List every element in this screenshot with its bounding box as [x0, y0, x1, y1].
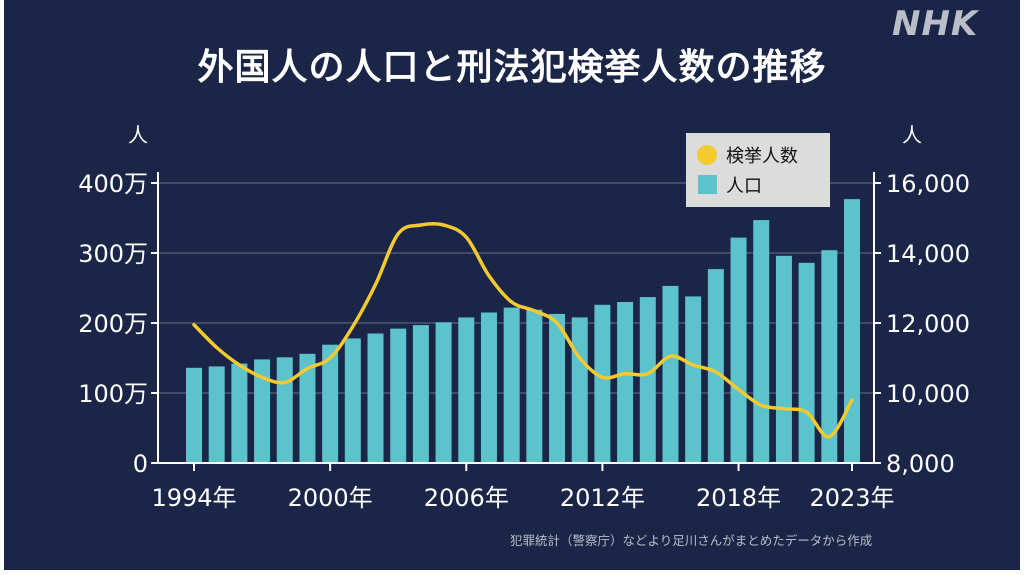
y-left-tick-label: 100万	[78, 380, 148, 408]
y-right-unit: 人	[902, 123, 922, 147]
legend-line-swatch	[697, 145, 717, 165]
bar	[435, 322, 452, 463]
combo-chart: 0 100万 200万 300万 400万 人 8,000 10,000 12,000 14,00…	[78, 123, 970, 512]
bar	[322, 344, 339, 463]
line-series-arrests	[192, 221, 854, 439]
legend-bar-swatch	[698, 175, 717, 194]
bar	[798, 262, 815, 463]
bar	[299, 353, 316, 463]
bar	[276, 357, 293, 463]
bar	[753, 220, 770, 463]
bar	[571, 317, 588, 463]
legend: 検挙人数 人口	[686, 133, 830, 207]
bar	[707, 269, 724, 463]
bar	[821, 250, 838, 463]
x-tick-label: 2000年	[288, 484, 373, 512]
bar-series-population	[186, 199, 860, 463]
bar	[594, 304, 611, 463]
legend-box	[686, 133, 830, 207]
bar	[685, 296, 702, 463]
bar	[231, 363, 248, 463]
bar	[730, 237, 747, 463]
bar	[503, 307, 520, 463]
y-right-tick-label: 16,000	[886, 170, 970, 198]
bar	[412, 325, 429, 463]
bar	[775, 255, 792, 463]
x-tick-label: 2012年	[560, 484, 645, 512]
y-right-tick-label: 10,000	[886, 380, 970, 408]
x-tick-label: 2018年	[696, 484, 781, 512]
axes: 0 100万 200万 300万 400万 人 8,000 10,000 12,000 14,00…	[78, 123, 970, 512]
y-left-unit: 人	[128, 123, 148, 147]
bar	[480, 312, 497, 463]
nhk-logo: NHK	[892, 4, 979, 44]
legend-label-arrests: 検挙人数	[726, 146, 798, 167]
bar	[526, 309, 543, 463]
y-left-tick-label: 400万	[78, 170, 148, 198]
y-right-tick-label: 14,000	[886, 240, 970, 268]
bar	[617, 302, 634, 463]
arrest-line	[192, 221, 854, 439]
chart-title: 外国人の人口と刑法犯検挙人数の推移	[197, 47, 827, 88]
bar	[639, 297, 656, 463]
chart-frame: 0 100万 200万 300万 400万 人 8,000 10,000 12,000 14,00…	[4, 0, 1020, 570]
y-left-tick-label: 300万	[78, 240, 148, 268]
x-tick-label: 1994年	[151, 484, 236, 512]
legend-label-population: 人口	[726, 176, 762, 197]
bar	[367, 333, 384, 463]
y-right-tick-label: 12,000	[886, 310, 970, 338]
bar	[186, 367, 202, 463]
bar	[844, 199, 860, 463]
bar	[208, 366, 225, 463]
x-tick-label: 2023年	[809, 484, 894, 512]
bar	[390, 328, 407, 463]
y-left-tick-label: 200万	[78, 310, 148, 338]
bar	[344, 338, 361, 463]
bar	[549, 313, 566, 463]
bar	[458, 317, 475, 463]
y-left-tick-label: 0	[133, 450, 148, 478]
x-tick-label: 2006年	[424, 484, 509, 512]
source-note: 犯罪統計（警察庁）などより足川さんがまとめたデータから作成	[510, 533, 873, 548]
bar	[662, 285, 679, 463]
bar	[254, 359, 271, 463]
y-right-tick-label: 8,000	[886, 450, 955, 478]
